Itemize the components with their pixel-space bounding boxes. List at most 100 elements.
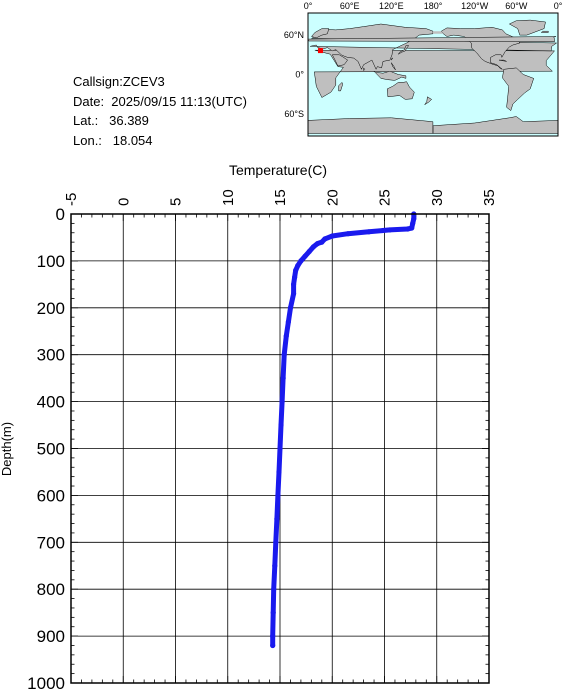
profile-point [273,539,279,545]
x-tick-label: 20 [324,189,341,206]
callsign-label: Callsign:ZCEV3 [73,74,165,89]
plot-frame [70,213,490,684]
land-madagascar [338,81,343,92]
profile-point [292,274,298,280]
map-lon-label: 180° [424,1,443,11]
longitude-label: Lon.: 18.054 [73,132,153,148]
x-tick-label: 25 [377,189,394,206]
position-marker [318,48,323,54]
profile-point [278,422,284,428]
profile-point [298,258,304,264]
profile-point [277,445,283,452]
land-greenland [508,19,546,36]
y-tick-label: 300 [37,346,65,365]
world-map: 0° 60°E 120°E 180° 120°W 60°W 0° 60°N 0° 60°S [284,1,563,137]
y-tick-label: 600 [37,486,65,505]
profile-point [387,227,393,233]
station-info: Callsign:ZCEV3 Date: 2025/09/15 11:13(UT… [73,72,247,150]
land-indonesia [373,70,407,81]
profile-point [345,231,351,237]
map-lon-label: 0° [304,1,313,11]
x-tick-label: 5 [168,198,185,206]
land-iceland [540,30,549,33]
profile-point [290,291,297,297]
map-lat-label: 60°S [284,109,304,119]
profile-point [276,469,282,475]
land-antarctica-w [432,116,559,134]
profile-point [287,305,294,311]
chart-grid [70,213,490,684]
land-uk [307,36,556,42]
land-australia [386,81,415,100]
y-tick-label: 500 [37,440,65,459]
land-bering [433,31,444,34]
profile-point [274,516,280,522]
profile-point [275,492,281,498]
y-tick-label: 400 [37,393,65,412]
map-lat-labels: 60°N 0° 60°S [284,30,305,119]
profile-point [279,399,285,405]
profile-point [310,244,317,250]
y-tick-label: 200 [37,299,65,318]
y-tick-label: 900 [37,627,65,646]
y-tick-label: 800 [37,580,65,599]
profile-point [366,229,372,235]
profile-point [270,633,276,639]
map-lat-label: 0° [295,70,304,80]
profile-point [290,281,297,287]
profile-point [409,225,415,231]
y-tick-label: 700 [37,533,65,552]
land-scandinavia [311,28,330,39]
y-tick-label: 100 [37,252,65,271]
profile-point [302,253,308,259]
map-lon-label: 0° [554,1,563,11]
profile-line [270,211,417,648]
profile-point [270,642,276,649]
land-antarctica [307,117,434,134]
x-tick-label: 0 [115,198,132,206]
profile-point [270,610,276,616]
profile-point [319,239,325,245]
profile-point [285,319,291,325]
y-tick-label: 0 [56,205,65,224]
profile-point [329,233,335,239]
y-axis-label: Depth(m) [0,422,14,476]
map-border [307,12,559,137]
profile-point [295,262,301,269]
profile-point [411,211,417,217]
map-land [307,19,559,134]
land-arabia [331,54,348,67]
x-tick-label: 35 [481,189,498,206]
land-eurasia [310,23,558,70]
profile-point [315,240,321,247]
profile-point [283,333,289,339]
profile-point [322,236,328,242]
map-frame [307,12,559,137]
land-japan [398,45,410,55]
chart-minor-ticks [70,213,490,684]
profile-point [272,563,278,569]
profile-point [293,267,299,273]
y-tick-labels: 0 100 200 300 400 500 600 700 800 900 1000 [27,205,65,690]
profile-point [410,220,416,226]
x-axis-label: Temperature(C) [229,162,327,178]
x-tick-label: 30 [429,189,446,206]
date-label: Date: 2025/09/15 11:13(UTC) [73,93,247,109]
x-tick-label: 15 [272,189,289,206]
land-cuba [498,59,507,62]
x-tick-labels: -5 0 5 10 15 20 25 30 35 [63,189,498,206]
x-tick-label: -5 [63,193,80,206]
profile-point [271,586,277,592]
land-south-america [502,67,535,112]
temperature-profile-series [270,211,417,649]
map-lon-label: 120°W [461,1,489,11]
map-lat-label: 60°N [284,30,304,40]
x-tick-label: 10 [220,189,237,206]
map-lon-label: 120°E [379,1,404,11]
map-lon-label: 60°E [340,1,360,11]
profile-point [404,226,411,232]
land-sri-lanka [363,67,366,72]
latitude-label: Lat.: 36.389 [73,113,149,128]
profile-point [280,375,286,381]
land-taiwan [391,57,394,61]
